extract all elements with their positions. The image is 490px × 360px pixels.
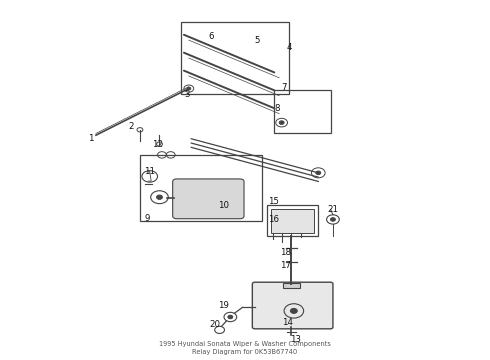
Text: 15: 15 <box>269 197 279 206</box>
Text: 4: 4 <box>287 43 292 52</box>
Text: 21: 21 <box>327 205 338 214</box>
Text: 3: 3 <box>184 90 190 99</box>
Text: 9: 9 <box>145 214 150 223</box>
Text: 7: 7 <box>282 83 287 92</box>
Bar <box>181 22 289 94</box>
Text: 8: 8 <box>274 104 280 113</box>
Circle shape <box>331 218 335 221</box>
Text: 5: 5 <box>255 36 260 45</box>
Circle shape <box>279 121 284 125</box>
Text: 18: 18 <box>280 248 291 257</box>
Text: 16: 16 <box>269 215 279 224</box>
Text: 17: 17 <box>280 261 291 270</box>
Bar <box>271 210 314 233</box>
Circle shape <box>157 195 162 199</box>
Text: 12: 12 <box>152 140 163 149</box>
Circle shape <box>187 87 191 90</box>
Text: 19: 19 <box>218 301 228 310</box>
Circle shape <box>316 171 321 175</box>
Text: 6: 6 <box>208 32 214 41</box>
Circle shape <box>228 315 233 319</box>
FancyBboxPatch shape <box>252 282 333 329</box>
Bar <box>283 283 300 288</box>
Text: 13: 13 <box>291 335 301 344</box>
Text: 20: 20 <box>210 320 221 329</box>
Bar <box>140 155 262 221</box>
Bar <box>267 205 318 235</box>
Circle shape <box>291 309 297 314</box>
Text: 1: 1 <box>88 134 93 143</box>
Text: 2: 2 <box>129 122 134 131</box>
Text: 14: 14 <box>282 318 293 327</box>
Text: 11: 11 <box>145 167 155 176</box>
Text: 10: 10 <box>218 201 229 210</box>
Text: 1995 Hyundai Sonata Wiper & Washer Components
Relay Diagram for 0K53B67740: 1995 Hyundai Sonata Wiper & Washer Compo… <box>159 341 331 355</box>
Bar <box>274 90 331 134</box>
FancyBboxPatch shape <box>172 179 244 219</box>
